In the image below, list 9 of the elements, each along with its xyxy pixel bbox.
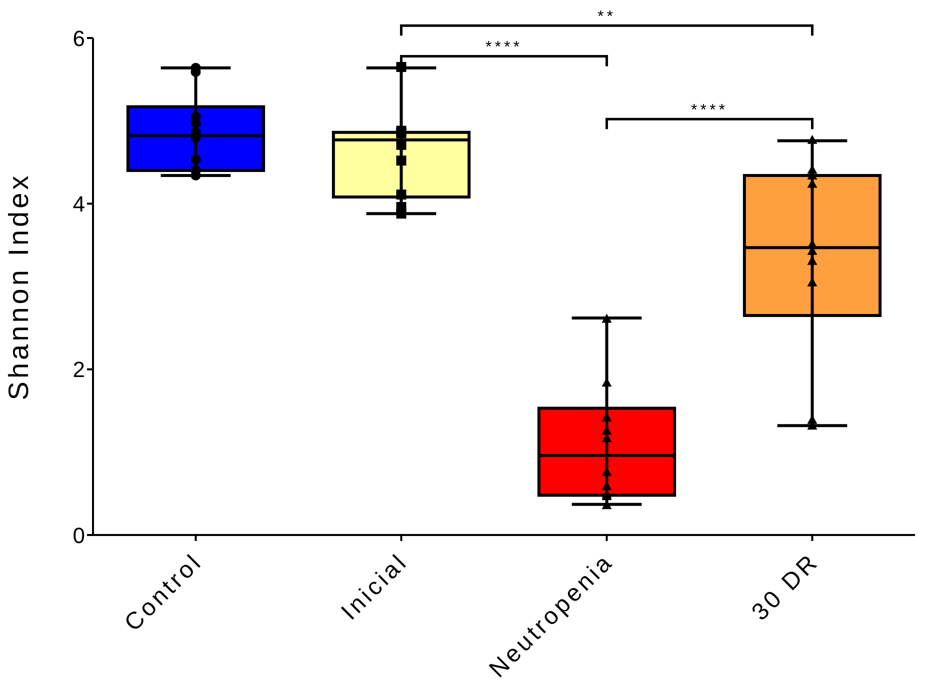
y-tick-label: 6 <box>72 26 85 51</box>
y-tick-label: 2 <box>72 357 85 382</box>
annotation: **** <box>486 39 522 56</box>
annotation: **** <box>691 102 728 120</box>
x-tick-label: 30 DR <box>746 548 824 626</box>
y-axis-title: Shannon Index <box>2 172 34 400</box>
text: ** <box>598 8 616 26</box>
y-tick-label: 4 <box>72 191 85 216</box>
y-tick-label: 0 <box>72 522 85 548</box>
